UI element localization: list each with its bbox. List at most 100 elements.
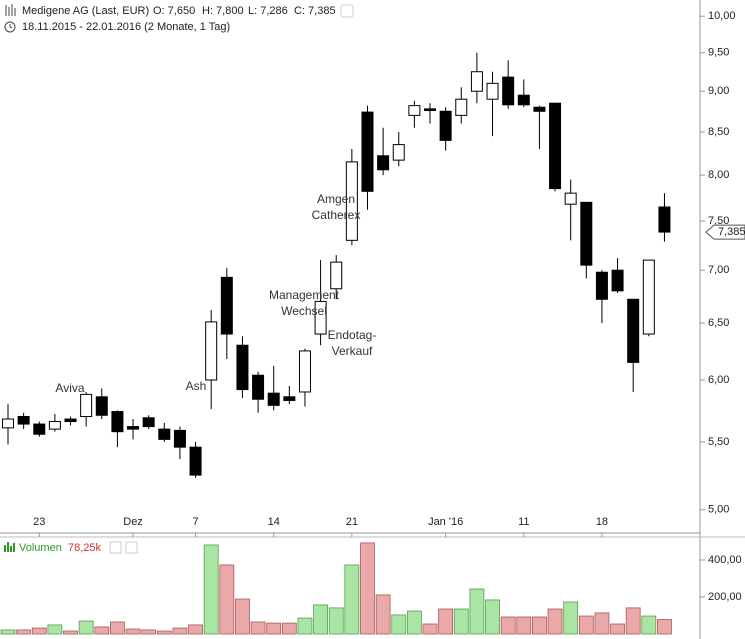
annotation: Management [269, 288, 340, 302]
y-tick-label: 10,00 [708, 10, 736, 22]
y-tick-label: 7,00 [708, 264, 729, 276]
candle-body [470, 71, 483, 92]
candle-body [267, 392, 280, 406]
candle-body [330, 261, 343, 290]
volume-bar [657, 619, 672, 635]
candle-body [142, 417, 155, 428]
y-tick-label: 9,50 [708, 47, 729, 59]
volume-bar [500, 616, 516, 635]
header-icon [4, 4, 16, 33]
annotation: Ash [186, 379, 207, 393]
candle-body [658, 206, 671, 233]
candle-body [642, 259, 655, 335]
volume-bar [63, 630, 78, 635]
volume-bar [281, 622, 297, 635]
volume-bar [47, 624, 63, 635]
candle-body [533, 106, 546, 112]
candle-body [33, 423, 46, 435]
ohlc-low: L: 7,286 [248, 5, 288, 17]
volume-bar [266, 622, 282, 635]
candle-body [408, 105, 421, 116]
volume-bar [203, 544, 219, 635]
candle-body [549, 102, 562, 190]
volume-last-label: 78,25k [68, 542, 102, 554]
candle-body [517, 94, 530, 106]
annotation: Wechsel [281, 304, 327, 318]
x-tick-label: 23 [33, 516, 45, 528]
candle-body [252, 374, 265, 400]
volume-bar [516, 616, 532, 635]
volume-bar [125, 628, 141, 635]
candle-body [580, 201, 593, 266]
candle-body [95, 396, 108, 416]
candle-body [48, 421, 61, 430]
volume-bar [610, 623, 625, 635]
volume-bar [94, 626, 110, 635]
x-tick-label: 18 [596, 516, 608, 528]
volume-bar [172, 627, 188, 635]
volume-close[interactable] [125, 541, 138, 554]
ohlc-open: O: 7,650 [153, 5, 195, 17]
y-tick-label: 6,50 [708, 317, 729, 329]
volume-bar [16, 629, 32, 635]
volume-bar [328, 607, 344, 635]
volume-bar [31, 627, 47, 635]
x-tick-label: Dez [123, 516, 143, 528]
candle-body [236, 344, 249, 391]
x-tick-label: 21 [346, 516, 358, 528]
volume-bar [250, 621, 266, 635]
candle-body [2, 418, 14, 429]
y-tick-label: 400,00 [708, 554, 742, 566]
last-price-tag [705, 224, 745, 240]
x-tick-label: 14 [268, 516, 280, 528]
volume-bar [578, 615, 594, 635]
y-tick-label: 8,50 [708, 126, 729, 138]
ohlc-close: C: 7,385 [294, 5, 336, 17]
candle-body [392, 144, 405, 161]
volume-bar [391, 614, 407, 635]
y-tick-label: 5,50 [708, 436, 729, 448]
candle-body [220, 276, 233, 335]
volume-icon [4, 542, 15, 552]
last-price-label: 7,385 [718, 226, 745, 238]
candle-body [611, 269, 624, 292]
annotation: Aviva [55, 381, 84, 395]
volume-bar [219, 564, 235, 635]
volume-bar [532, 616, 547, 635]
volume-bar [0, 629, 16, 635]
instrument: Medigene AG (Last, EUR) [22, 5, 149, 17]
volume-bar [344, 564, 360, 635]
settings-button[interactable] [340, 4, 354, 18]
candle-body [595, 271, 608, 300]
candle-body [345, 161, 358, 241]
volume-bar [625, 607, 641, 635]
volume-settings[interactable] [109, 541, 122, 554]
volume-bar [406, 610, 422, 635]
candle-body [298, 350, 311, 393]
candle-body [486, 82, 499, 100]
volume-bar [547, 608, 563, 635]
volume-bar [141, 629, 157, 635]
candle-body [361, 111, 374, 192]
x-tick-label: Jan '16 [428, 516, 463, 528]
volume-bar [375, 594, 391, 635]
x-tick-label: 11 [518, 516, 529, 528]
volume-bar [360, 542, 375, 635]
candle-body [455, 98, 468, 116]
candle-body [439, 110, 452, 141]
annotation: Endotag- [328, 328, 377, 342]
volume-bar [641, 615, 657, 635]
candle-body [64, 418, 77, 423]
candle-body [111, 411, 124, 433]
x-tick-label: 7 [192, 516, 198, 528]
candle-body [158, 428, 171, 440]
candle-body [189, 446, 202, 476]
annotation: Verkauf [332, 344, 373, 358]
y-tick-label: 5,00 [708, 504, 729, 516]
volume-bar [156, 630, 172, 635]
candle-body [627, 298, 640, 363]
volume-bar [485, 599, 500, 635]
candle-body [564, 192, 577, 205]
volume-bar [438, 608, 454, 635]
volume-bar [78, 620, 94, 635]
